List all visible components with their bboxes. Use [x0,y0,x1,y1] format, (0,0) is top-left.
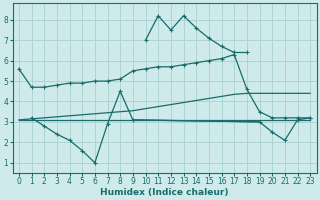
X-axis label: Humidex (Indice chaleur): Humidex (Indice chaleur) [100,188,229,197]
